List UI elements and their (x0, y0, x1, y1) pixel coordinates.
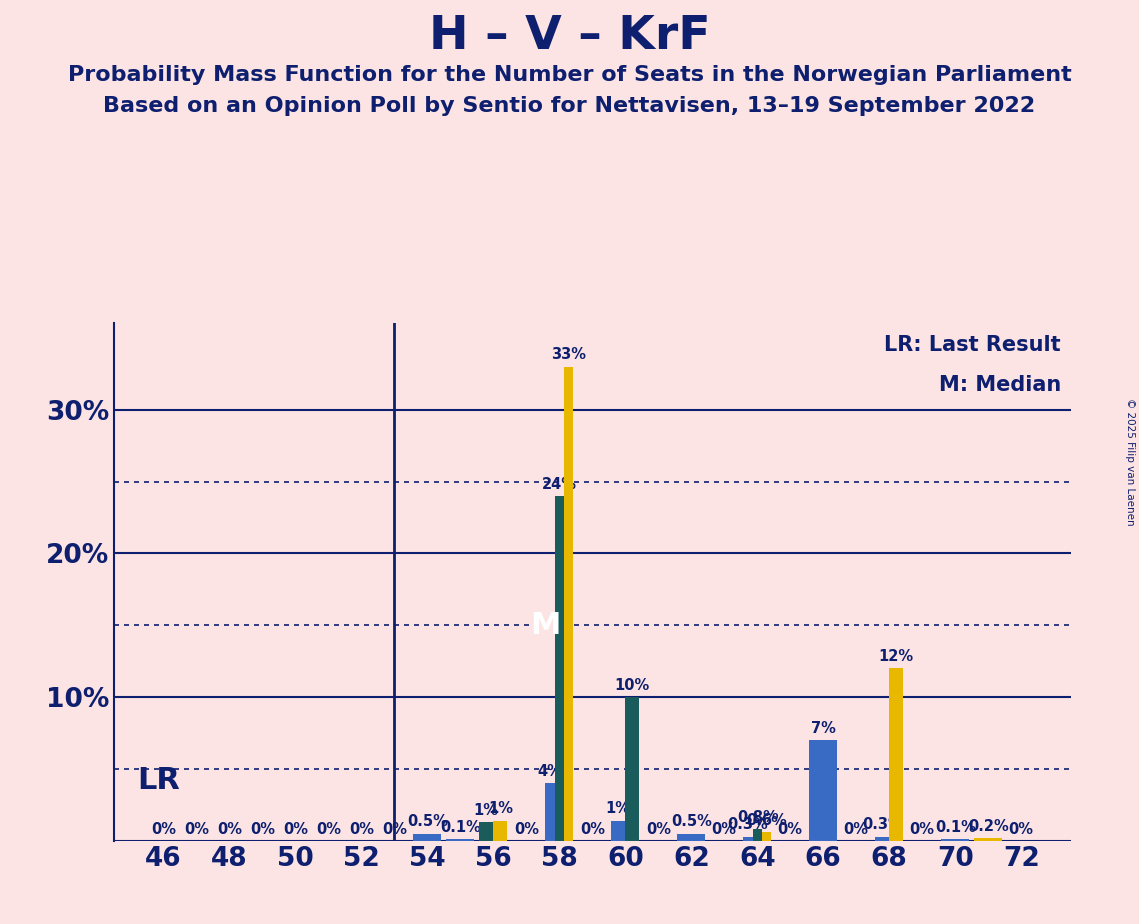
Text: 4%: 4% (538, 764, 563, 779)
Text: 1%: 1% (606, 801, 631, 817)
Bar (890, 668, 903, 841)
Bar (974, 838, 1002, 841)
Text: 0%: 0% (183, 821, 208, 836)
Bar (678, 833, 705, 841)
Text: 0.3%: 0.3% (862, 817, 902, 833)
Text: Probability Mass Function for the Number of Seats in the Norwegian Parliament: Probability Mass Function for the Number… (67, 65, 1072, 85)
Text: 0%: 0% (778, 821, 803, 836)
Text: 0.3%: 0.3% (728, 817, 769, 833)
Text: 0.1%: 0.1% (935, 821, 976, 835)
Bar (564, 367, 573, 841)
Text: 0%: 0% (349, 821, 374, 836)
Text: LR: Last Result: LR: Last Result (884, 334, 1060, 355)
Text: 0%: 0% (382, 821, 407, 836)
Text: 10%: 10% (615, 678, 650, 693)
Text: 33%: 33% (551, 347, 587, 362)
Text: LR: LR (137, 766, 180, 795)
Text: 1%: 1% (474, 803, 499, 818)
Text: 0%: 0% (844, 821, 869, 836)
Text: 0%: 0% (1009, 821, 1034, 836)
Text: 0%: 0% (712, 821, 737, 836)
Text: Based on an Opinion Poll by Sentio for Nettavisen, 13–19 September 2022: Based on an Opinion Poll by Sentio for N… (104, 96, 1035, 116)
Text: 0%: 0% (910, 821, 935, 836)
Bar (446, 839, 474, 841)
Bar (546, 784, 555, 841)
Text: 0%: 0% (646, 821, 671, 836)
Text: 0.1%: 0.1% (440, 821, 481, 835)
Text: 24%: 24% (542, 477, 576, 492)
Text: 7%: 7% (811, 721, 836, 736)
Text: 0%: 0% (216, 821, 241, 836)
Text: H – V – KrF: H – V – KrF (428, 14, 711, 59)
Bar (612, 821, 625, 841)
Text: 0.5%: 0.5% (671, 814, 712, 830)
Bar (625, 697, 639, 841)
Text: 0%: 0% (282, 821, 308, 836)
Text: 0%: 0% (580, 821, 605, 836)
Text: 0%: 0% (249, 821, 274, 836)
Bar (809, 740, 837, 841)
Text: 0%: 0% (316, 821, 341, 836)
Bar (493, 821, 507, 841)
Bar (762, 833, 771, 841)
Bar (413, 833, 441, 841)
Text: 0%: 0% (150, 821, 175, 836)
Text: 0.6%: 0.6% (746, 813, 787, 828)
Text: M: M (531, 611, 560, 639)
Bar (941, 839, 969, 841)
Text: M: Median: M: Median (939, 375, 1060, 395)
Text: 1%: 1% (487, 801, 513, 817)
Text: 0.2%: 0.2% (968, 819, 1008, 833)
Bar (555, 496, 564, 841)
Text: 12%: 12% (878, 649, 913, 664)
Text: 0%: 0% (514, 821, 539, 836)
Bar (744, 836, 753, 841)
Text: 0.8%: 0.8% (737, 810, 778, 825)
Text: © 2025 Filip van Laenen: © 2025 Filip van Laenen (1125, 398, 1134, 526)
Bar (875, 836, 890, 841)
Bar (753, 830, 762, 841)
Bar (480, 822, 493, 841)
Text: 0.5%: 0.5% (407, 814, 448, 830)
